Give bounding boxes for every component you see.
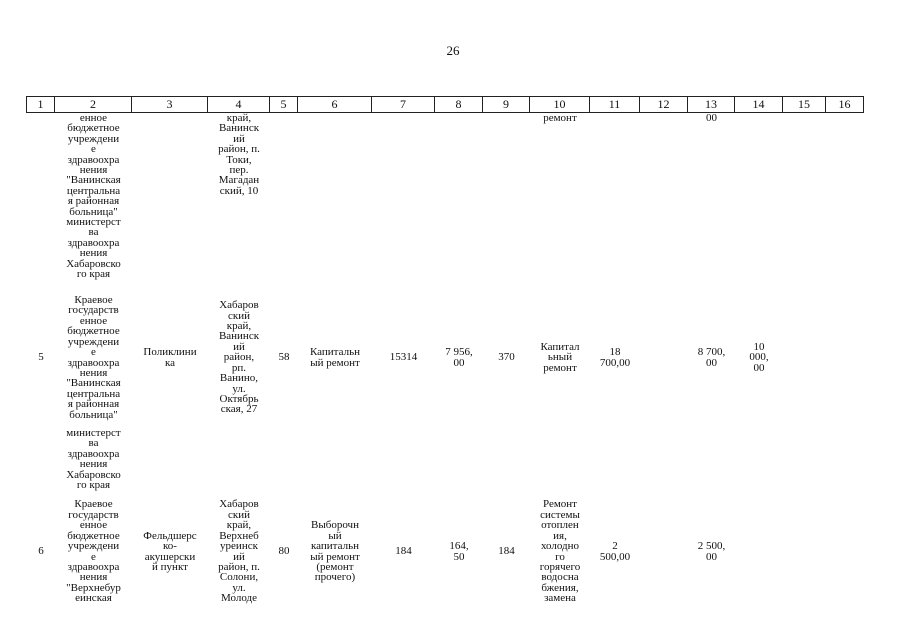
cell-text: Краевое государств енное бюджетное учреж…	[66, 294, 121, 421]
header-cell: 7	[371, 96, 435, 113]
cell-text: Хабаров ский край, Верхнеб уреинск ий ра…	[218, 498, 260, 605]
table-cell: министерст ва здравоохра нения Хабаровск…	[55, 427, 132, 494]
cell-text: 5	[38, 351, 44, 364]
header-cell: 15	[782, 96, 826, 113]
header-cell: 5	[269, 96, 298, 113]
header-cell: 6	[297, 96, 372, 113]
cell-text: министерст ва здравоохра нения Хабаровск…	[66, 427, 121, 492]
header-cell: 11	[589, 96, 640, 113]
table-cell: енное бюджетное учреждени е здравоохра н…	[55, 113, 132, 291]
table-cell: 164, 50	[435, 495, 483, 608]
table-cell: Хабаров ский край, Ванинск ий район, рп.…	[208, 290, 270, 425]
table-cell: Капитал ьный ремонт	[530, 290, 590, 425]
header-cell: 2	[54, 96, 132, 113]
cell-text: 00	[706, 112, 717, 124]
table-cell: 2 500,00	[590, 495, 640, 608]
table-cell: 7 956, 00	[435, 290, 483, 425]
cell-text: 6	[38, 545, 44, 558]
table-cell: ремонт	[530, 112, 590, 291]
header-cell: 4	[207, 96, 270, 113]
header-cell: 14	[734, 96, 783, 113]
cell-text: 2 500, 00	[697, 540, 726, 563]
cell-text: енное бюджетное учреждени е здравоохра н…	[66, 112, 121, 281]
header-cell: 13	[687, 96, 735, 113]
header-cell: 12	[639, 96, 688, 113]
cell-text: 18 700,00	[599, 346, 631, 369]
header-cell: 16	[825, 96, 864, 113]
table-cell: 6	[27, 495, 55, 608]
cell-text: 2 500,00	[599, 540, 631, 563]
cell-text: 10 000, 00	[749, 340, 769, 374]
cell-text: 8 700, 00	[697, 346, 726, 369]
cell-text: Ремонт системы отоплен ия, холодно го го…	[539, 498, 581, 605]
page-number: 26	[446, 43, 460, 58]
table-cell: край, Ванинск ий район, п. Токи, пер. Ма…	[208, 112, 270, 291]
cell-text: 15314	[389, 351, 418, 364]
header-cell: 10	[529, 96, 590, 113]
table-cell: 80	[270, 495, 298, 608]
header-cell: 8	[434, 96, 483, 113]
table-cell: Краевое государств енное бюджетное учреж…	[55, 290, 132, 425]
header-cell: 9	[482, 96, 530, 113]
table-cell: 10 000, 00	[735, 290, 783, 425]
cell-text: Капитальн ый ремонт	[309, 346, 360, 369]
cell-text: 184	[395, 545, 412, 558]
header-cell: 3	[131, 96, 208, 113]
cell-text: Поликлини ка	[143, 346, 197, 369]
table-cell: Капитальн ый ремонт	[298, 290, 372, 425]
table-cell: 8 700, 00	[688, 290, 735, 425]
table-cell: 00	[688, 112, 735, 291]
table-cell: Ремонт системы отоплен ия, холодно го го…	[530, 495, 590, 608]
cell-text: 80	[278, 545, 290, 558]
cell-text: Хабаров ский край, Ванинск ий район, рп.…	[218, 299, 260, 416]
cell-text: 370	[498, 351, 515, 364]
cell-text: край, Ванинск ий район, п. Токи, пер. Ма…	[218, 112, 260, 197]
table-cell: 5	[27, 290, 55, 425]
cell-text: Капитал ьный ремонт	[540, 340, 580, 374]
cell-text: Выборочн ый капитальн ый ремонт (ремонт …	[310, 519, 360, 584]
table-cell: Фельдшерс ко- акушерски й пункт	[132, 495, 208, 608]
cell-text: ремонт	[543, 112, 577, 124]
cell-text: Фельдшерс ко- акушерски й пункт	[143, 529, 197, 573]
cell-text: 7 956, 00	[445, 346, 473, 369]
table-cell: 184	[483, 495, 530, 608]
table-cell: 18 700,00	[590, 290, 640, 425]
cell-text: Краевое государств енное бюджетное учреж…	[66, 498, 121, 605]
table-cell: Краевое государств енное бюджетное учреж…	[55, 495, 132, 608]
cell-text: 164, 50	[449, 540, 469, 563]
table-cell: 2 500, 00	[688, 495, 735, 608]
table-cell: Выборочн ый капитальн ый ремонт (ремонт …	[298, 495, 372, 608]
table-cell: Поликлини ка	[132, 290, 208, 425]
table-cell: 58	[270, 290, 298, 425]
table-cell: 370	[483, 290, 530, 425]
table-cell: Хабаров ский край, Верхнеб уреинск ий ра…	[208, 495, 270, 608]
table-cell: 15314	[372, 290, 435, 425]
cell-text: 58	[278, 351, 290, 364]
cell-text: 184	[498, 545, 515, 558]
table-cell: 184	[372, 495, 435, 608]
header-cell: 1	[26, 96, 55, 113]
